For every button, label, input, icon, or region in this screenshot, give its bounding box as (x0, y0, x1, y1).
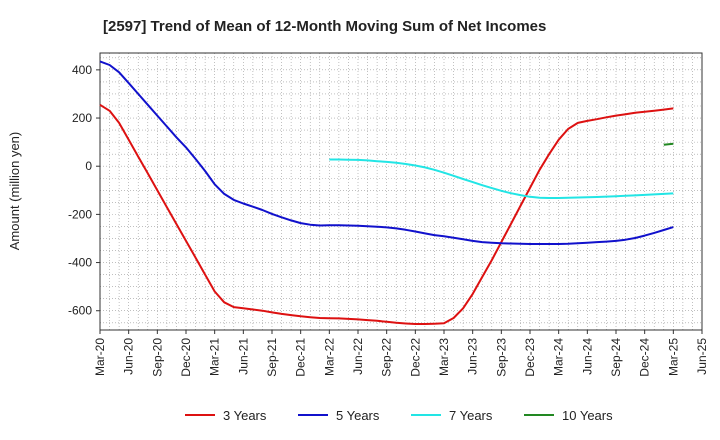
x-axis-ticks: Mar-20 Jun-20 Sep-20 Dec-20 Mar-21 Jun-21 Sep-… (93, 330, 709, 377)
legend: 3 Years 5 Years 7 Years 10 Years (185, 408, 613, 423)
legend-label: 10 Years (562, 408, 613, 423)
x-tick-label: Dec-23 (523, 338, 537, 377)
x-tick-label: Dec-24 (638, 338, 652, 377)
y-tick-label: -600 (68, 304, 92, 318)
x-tick-label: Mar-24 (552, 338, 566, 376)
x-tick-label: Mar-22 (322, 338, 336, 376)
plot-area-frame (99, 52, 703, 331)
series-line-10-years (663, 142, 674, 146)
legend-label: 3 Years (223, 408, 267, 423)
y-tick-label: -400 (68, 256, 92, 270)
legend-label: 7 Years (449, 408, 493, 423)
x-tick-label: Sep-20 (150, 338, 164, 377)
y-tick-label: -200 (68, 207, 92, 221)
y-axis-ticks: 400 200 0 -200 -400 -600 (68, 63, 100, 318)
x-tick-label: Sep-22 (380, 338, 394, 377)
y-tick-label: 400 (72, 63, 92, 77)
x-tick-label: Sep-21 (265, 338, 279, 377)
x-tick-label: Jun-23 (466, 338, 480, 375)
x-tick-label: Dec-22 (408, 338, 422, 377)
x-tick-label: Dec-20 (179, 338, 193, 377)
x-tick-label: Sep-23 (494, 338, 508, 377)
x-tick-label: Dec-21 (294, 338, 308, 377)
chart-title: [2597] Trend of Mean of 12-Month Moving … (103, 18, 546, 35)
series-line-3-years (99, 103, 674, 325)
y-tick-label: 0 (85, 159, 92, 173)
series-lines (99, 60, 674, 325)
plot-grid (99, 53, 703, 330)
x-tick-label: Jun-24 (580, 338, 594, 375)
x-tick-label: Jun-22 (351, 338, 365, 375)
x-tick-label: Mar-20 (93, 338, 107, 376)
legend-label: 5 Years (336, 408, 380, 423)
x-tick-label: Mar-23 (437, 338, 451, 376)
x-tick-label: Jun-25 (695, 338, 709, 375)
series-line-5-years (99, 60, 674, 245)
y-axis-label: Amount (million yen) (7, 132, 22, 251)
x-tick-label: Jun-20 (122, 338, 136, 375)
x-tick-label: Jun-21 (236, 338, 250, 375)
series-line-7-years (329, 158, 674, 199)
x-tick-label: Mar-25 (666, 338, 680, 376)
x-tick-label: Sep-24 (609, 338, 623, 377)
y-tick-label: 200 (72, 111, 92, 125)
x-tick-label: Mar-21 (208, 338, 222, 376)
